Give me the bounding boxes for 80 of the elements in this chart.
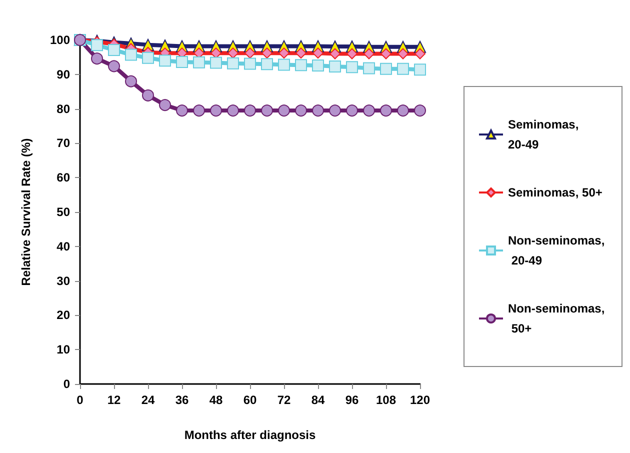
point: [414, 64, 426, 76]
point: [296, 48, 306, 59]
point: [312, 59, 324, 72]
point: [364, 48, 374, 60]
y-tick-label: 70: [56, 136, 70, 150]
point: [91, 39, 103, 52]
y-tick-label: 100: [50, 33, 70, 47]
point: [346, 104, 358, 117]
point: [244, 58, 256, 70]
x-tick-label: 72: [277, 393, 291, 407]
point: [262, 48, 272, 59]
point: [210, 56, 222, 69]
y-tick-label: 90: [56, 67, 70, 82]
point: [295, 104, 307, 117]
point: [295, 59, 307, 72]
legend-label: Non-seminomas, 50+: [508, 302, 605, 336]
y-tick-label: 50: [56, 205, 70, 219]
x-tick-label: 120: [410, 393, 430, 407]
point: [397, 62, 409, 75]
point: [193, 56, 205, 68]
x-tick-label: 48: [209, 393, 223, 407]
point: [108, 44, 120, 56]
legend-label: Non-seminomas, 20-49: [508, 234, 605, 268]
x-tick-label: 60: [243, 393, 257, 407]
point: [227, 57, 239, 70]
x-axis-title: Months after diagnosis: [184, 428, 316, 442]
point: [125, 48, 137, 61]
y-tick-label: 30: [56, 274, 70, 288]
point: [329, 104, 341, 117]
point: [278, 104, 290, 117]
x-tick-label: 96: [345, 393, 359, 407]
point: [380, 62, 392, 75]
point: [312, 104, 324, 117]
point: [228, 48, 238, 59]
y-axis-title: Relative Survival Rate (%): [19, 138, 33, 286]
point: [210, 104, 222, 117]
point: [244, 48, 256, 59]
point: [414, 48, 426, 60]
y-tick-label: 10: [56, 342, 70, 357]
y-tick-label: 40: [56, 239, 70, 254]
point: [329, 60, 341, 72]
point: [380, 104, 392, 117]
y-tick-label: 80: [56, 102, 70, 116]
point: [312, 48, 324, 59]
point: [227, 104, 239, 117]
point: [346, 61, 358, 74]
point: [91, 52, 103, 65]
point: [159, 99, 171, 112]
x-tick-label: 84: [311, 393, 325, 407]
point: [176, 104, 188, 117]
point: [125, 75, 137, 88]
point: [330, 48, 340, 60]
point: [363, 62, 375, 74]
point: [261, 104, 273, 117]
point: [278, 58, 290, 71]
legend-label: Seminomas, 20-49: [508, 118, 582, 152]
point: [244, 104, 256, 117]
point: [261, 58, 273, 70]
y-tick-label: 20: [56, 308, 70, 322]
point: [278, 48, 290, 59]
legend-label: Seminomas, 50+: [508, 186, 602, 200]
point: [380, 48, 392, 60]
point: [159, 54, 171, 67]
x-tick-label: 36: [175, 393, 189, 407]
point: [193, 104, 205, 117]
y-tick-label: 0: [63, 377, 70, 391]
point: [397, 104, 409, 117]
point: [414, 104, 426, 117]
x-tick-label: 108: [376, 393, 396, 407]
point: [142, 52, 154, 64]
point: [142, 89, 154, 102]
point: [346, 48, 358, 60]
x-tick-label: 12: [107, 393, 121, 407]
point: [108, 60, 120, 72]
point: [363, 104, 375, 117]
x-tick-label: 0: [76, 393, 84, 407]
x-tick-label: 24: [141, 393, 155, 407]
point: [398, 48, 408, 60]
y-tick-label: 60: [56, 170, 70, 185]
point: [176, 56, 188, 68]
